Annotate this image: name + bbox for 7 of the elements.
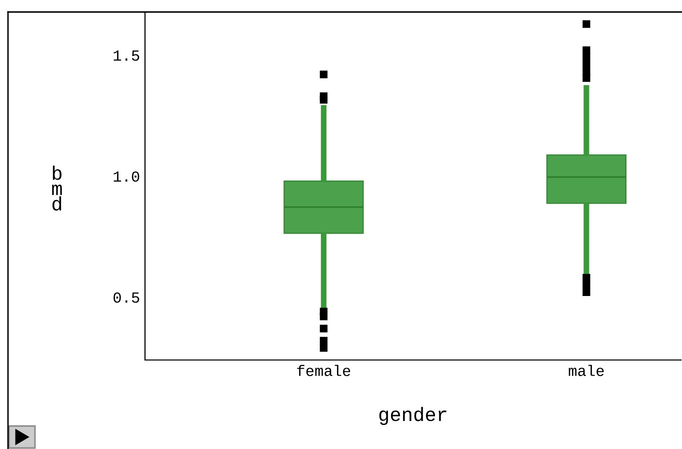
y-tick-label: 0.5 xyxy=(114,292,140,303)
x-tick-label: male xyxy=(568,364,604,376)
x-tick-label: female xyxy=(297,364,350,376)
x-axis-title: gender xyxy=(379,406,446,425)
y-axis-title: bmd xyxy=(52,166,62,211)
y-tick-label: 1.0 xyxy=(114,171,140,182)
y-tick-label: 1.5 xyxy=(114,50,140,61)
